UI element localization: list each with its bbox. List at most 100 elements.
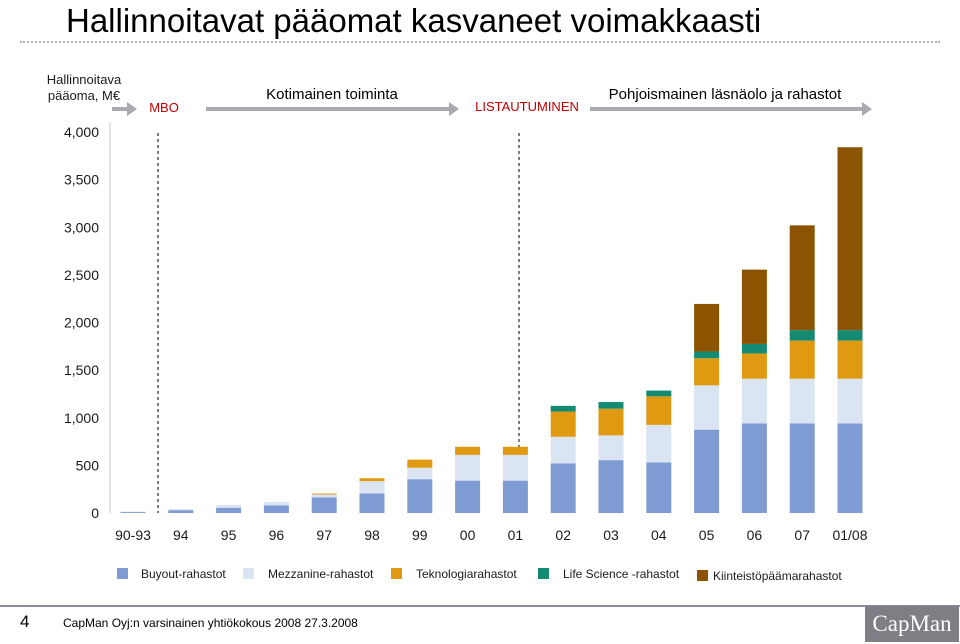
- legend-swatch: [117, 568, 128, 579]
- slide-title: Hallinnoitavat pääomat kasvaneet voimakk…: [66, 2, 762, 39]
- phase-label: LISTAUTUMINEN: [475, 99, 579, 114]
- legend-label: Kiinteistöpäämarahastot: [713, 569, 842, 583]
- bar-segment: [263, 502, 289, 506]
- footer-bar: [0, 605, 960, 644]
- bar-segment: [359, 478, 385, 482]
- y-tick-label: 2,000: [64, 315, 99, 331]
- bar-segment: [837, 147, 863, 331]
- bar-segment: [311, 493, 337, 495]
- x-tick-label: 95: [221, 527, 237, 543]
- y-axis-title: Hallinnoitava pääoma, M€: [47, 72, 122, 103]
- bar-segment: [502, 454, 528, 481]
- y-tick-label: 500: [76, 457, 100, 473]
- legend-label: Teknologiarahastot: [416, 567, 517, 581]
- bar-segment: [502, 480, 528, 513]
- bar-segment: [598, 460, 624, 513]
- bar-segment: [502, 446, 528, 455]
- x-tick-label: 01/08: [832, 527, 867, 543]
- bar-segment: [216, 507, 242, 513]
- bar-segment: [646, 462, 672, 513]
- bar-segment: [120, 511, 146, 513]
- stacked-bar-chart: MBO Kotimainen toiminta LISTAUTUMINEN Pohjo…: [47, 72, 872, 583]
- bar-segment: [550, 411, 576, 437]
- bar-segment: [741, 423, 767, 513]
- bar-segment: [455, 480, 481, 513]
- bar-segment: [837, 423, 863, 513]
- bar-segment: [837, 330, 863, 341]
- x-axis-labels: 90-93 94 95 96 97 98 99 00 01 02 03 04 05 06 07 01/08: [115, 527, 868, 543]
- x-tick-label: 98: [364, 527, 380, 543]
- bars: [120, 147, 863, 513]
- y-tick-label: 2,500: [64, 267, 99, 283]
- x-tick-label: 94: [173, 527, 189, 543]
- y-tick-label: 3,000: [64, 219, 99, 235]
- bar-segment: [694, 351, 720, 359]
- bar-segment: [455, 454, 481, 481]
- x-tick-label: 06: [747, 527, 763, 543]
- bar-segment: [789, 423, 815, 513]
- bar-segment: [789, 340, 815, 379]
- bar-segment: [789, 330, 815, 341]
- bar-segment: [837, 340, 863, 379]
- bar-segment: [407, 467, 433, 480]
- bar-segment: [694, 358, 720, 386]
- bar-segment: [550, 463, 576, 513]
- bar-segment: [741, 353, 767, 379]
- bar-segment: [263, 505, 289, 513]
- legend: Buyout-rahastot Mezzanine-rahastot Teknolo…: [117, 567, 842, 583]
- bar-segment: [311, 497, 337, 513]
- phase-label: Kotimainen toiminta: [266, 86, 398, 103]
- x-tick-label: 01: [508, 527, 524, 543]
- x-tick-label: 03: [603, 527, 619, 543]
- bar-segment: [407, 459, 433, 468]
- bar-segment: [598, 435, 624, 461]
- y-tick-label: 4,000: [64, 124, 99, 140]
- x-tick-label: 97: [316, 527, 332, 543]
- bar-segment: [598, 408, 624, 436]
- legend-swatch: [697, 570, 708, 581]
- x-tick-label: 00: [460, 527, 476, 543]
- bar-segment: [646, 396, 672, 425]
- phase-label: MBO: [149, 100, 179, 115]
- y-tick-label: 3,500: [64, 172, 99, 188]
- bar-segment: [694, 429, 720, 513]
- title-divider: [20, 41, 940, 43]
- legend-swatch: [538, 568, 549, 579]
- bar-segment: [694, 303, 720, 352]
- bar-segment: [120, 512, 146, 513]
- footer-text: CapMan Oyj:n varsinainen yhtiökokous 200…: [63, 616, 358, 630]
- bar-segment: [168, 509, 194, 511]
- bar-segment: [550, 405, 576, 412]
- bar-segment: [550, 436, 576, 464]
- legend-label: Buyout-rahastot: [141, 567, 226, 581]
- page-number: 4: [20, 612, 30, 631]
- x-tick-label: 99: [412, 527, 428, 543]
- y-axis: 0 500 1,000 1,500 2,000 2,500 3,000 3,500 4,000 H…: [47, 72, 122, 521]
- x-tick-label: 07: [794, 527, 810, 543]
- x-tick-label: 90-93: [115, 527, 151, 543]
- phase-arrow-head: [127, 102, 137, 116]
- bar-segment: [455, 446, 481, 455]
- bar-segment: [741, 269, 767, 344]
- bar-segment: [789, 378, 815, 424]
- phase-arrow-head: [449, 102, 459, 116]
- bar-segment: [359, 493, 385, 513]
- x-tick-label: 05: [699, 527, 715, 543]
- y-tick-label: 1,000: [64, 410, 99, 426]
- bar-segment: [311, 494, 337, 498]
- legend-label: Mezzanine-rahastot: [268, 567, 374, 581]
- y-tick-label: 1,500: [64, 362, 99, 378]
- y-tick-label: 0: [91, 505, 99, 521]
- phase-label: Pohjoismainen läsnäolo ja rahastot: [609, 86, 842, 103]
- bar-segment: [646, 390, 672, 397]
- legend-label: Life Science -rahastot: [563, 567, 680, 581]
- phase-banner: MBO Kotimainen toiminta LISTAUTUMINEN Pohjo…: [112, 86, 872, 116]
- x-tick-label: 04: [651, 527, 667, 543]
- x-tick-label: 96: [269, 527, 285, 543]
- x-tick-label: 02: [555, 527, 571, 543]
- capman-logo: CapMan: [865, 606, 959, 642]
- bar-segment: [216, 504, 242, 508]
- legend-swatch: [391, 568, 402, 579]
- bar-segment: [168, 510, 194, 513]
- bar-segment: [598, 402, 624, 409]
